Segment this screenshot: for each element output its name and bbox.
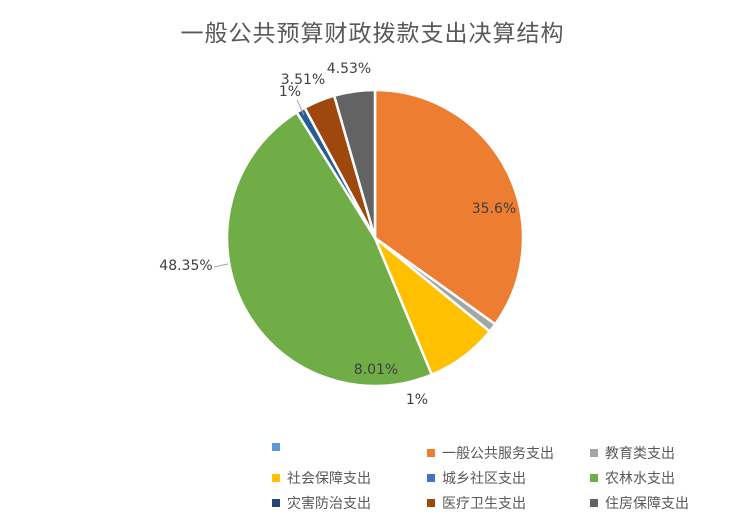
legend-item: 一般公共服务支出 — [427, 443, 554, 463]
legend-swatch — [590, 499, 598, 507]
data-label-7: 1% — [279, 84, 301, 100]
data-label-8: 3.51% — [281, 72, 325, 88]
legend-item — [272, 443, 287, 451]
pie-slice-9 — [332, 88, 377, 239]
legend-label: 社会保障支出 — [287, 471, 371, 487]
legend-swatch — [272, 474, 280, 482]
legend-swatch — [590, 449, 598, 457]
legend-item: 社会保障支出 — [272, 468, 371, 488]
legend-item: 住房保障支出 — [590, 493, 689, 513]
pie-slice-4 — [225, 110, 434, 388]
chart-title: 一般公共预算财政拨款支出决算结构 — [180, 21, 565, 47]
data-label-0: 35.6% — [472, 201, 516, 217]
data-label-4: 48.35% — [159, 258, 212, 274]
legend-swatch — [427, 474, 435, 482]
legend-label: 农林水支出 — [605, 471, 675, 487]
legend-item: 城乡社区支出 — [427, 468, 526, 488]
legend-label: 医疗卫生支出 — [442, 496, 526, 512]
data-label-1: 1% — [406, 392, 428, 408]
pie-chart: 35.6%1%8.01%48.35%1%3.51%4.53% — [159, 61, 525, 408]
legend-item: 灾害防治支出 — [272, 493, 371, 513]
legend-swatch — [427, 499, 435, 507]
data-label-2: 8.01% — [354, 362, 398, 378]
legend-label: 住房保障支出 — [605, 496, 689, 512]
legend-label: 一般公共服务支出 — [442, 446, 554, 462]
legend-swatch — [427, 449, 435, 457]
legend-label: 教育类支出 — [605, 446, 675, 462]
legend-swatch — [272, 443, 280, 451]
data-label-9: 4.53% — [327, 61, 371, 77]
legend-label: 城乡社区支出 — [442, 471, 526, 487]
legend-item: 农林水支出 — [590, 468, 675, 488]
legend-swatch — [590, 474, 598, 482]
legend-item: 医疗卫生支出 — [427, 493, 526, 513]
legend-item: 教育类支出 — [590, 443, 675, 463]
legend-label: 灾害防治支出 — [287, 496, 371, 512]
leader-line-7 — [296, 99, 305, 116]
legend-swatch — [272, 499, 280, 507]
leader-line-4 — [213, 263, 229, 268]
pie-slice-0 — [373, 88, 525, 326]
